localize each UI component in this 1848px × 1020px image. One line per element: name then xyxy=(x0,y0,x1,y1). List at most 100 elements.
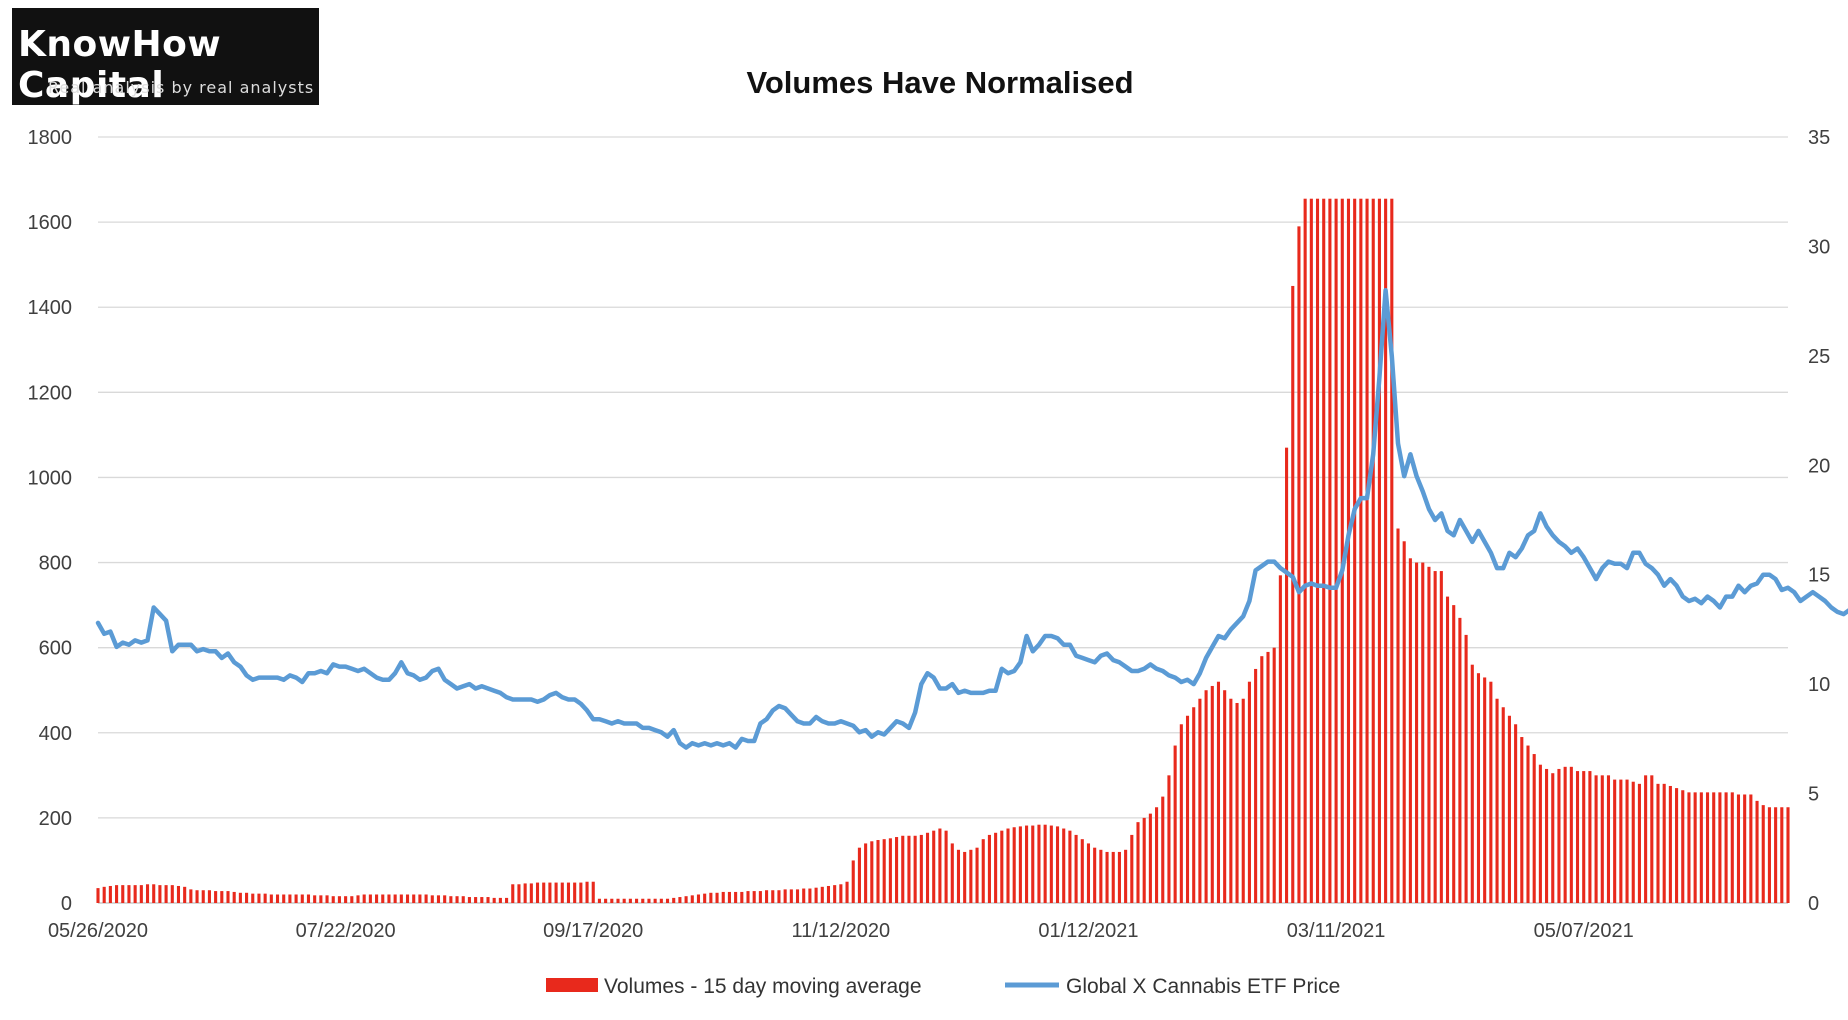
volume-bar xyxy=(758,891,762,903)
volume-bar xyxy=(585,881,589,903)
volume-bar xyxy=(919,834,923,903)
volume-bar xyxy=(511,884,515,903)
volume-bar xyxy=(1532,754,1536,903)
volume-bar xyxy=(696,894,701,903)
volume-bar xyxy=(412,894,416,903)
volume-bar xyxy=(1693,792,1697,903)
volume-bar xyxy=(300,894,304,903)
volume-bar xyxy=(1718,792,1722,903)
x-axis-ticks: 05/26/2020 07/22/2020 09/17/2020 11/12/2020… xyxy=(48,920,1634,942)
volume-bar xyxy=(1464,634,1468,903)
volume-bar xyxy=(1445,596,1450,903)
volume-bar xyxy=(610,898,614,903)
volume-bar xyxy=(1749,794,1753,903)
volume-bar xyxy=(350,896,354,903)
volume-bar xyxy=(932,830,936,903)
x-tick-label: 03/11/2021 xyxy=(1287,920,1386,942)
volume-bar xyxy=(1538,764,1542,903)
volume-bar xyxy=(833,885,837,903)
volume-bar xyxy=(709,892,713,903)
volume-bar xyxy=(1377,198,1381,903)
volume-bar xyxy=(1111,851,1115,903)
volume-bar xyxy=(96,888,100,903)
volume-bar xyxy=(1117,851,1121,903)
volume-bar xyxy=(207,890,211,903)
volume-bar xyxy=(1650,775,1654,903)
left-tick-label: 1600 xyxy=(28,212,73,234)
volume-bar xyxy=(913,835,917,903)
volume-bar xyxy=(950,843,954,903)
volume-bar xyxy=(152,884,156,903)
volume-bar xyxy=(1755,800,1759,903)
volume-bar xyxy=(313,895,317,903)
volume-bar xyxy=(1606,775,1611,903)
volume-bar xyxy=(474,897,478,903)
volume-bar xyxy=(1297,226,1301,903)
volume-bar xyxy=(1433,571,1437,903)
volume-bar xyxy=(529,883,533,903)
volume-bar xyxy=(591,881,595,903)
volume-bar xyxy=(876,840,880,903)
volume-bar xyxy=(269,894,273,903)
volume-bar xyxy=(1198,698,1202,903)
volume-bar xyxy=(282,894,286,903)
volume-bar xyxy=(1018,826,1022,903)
volume-bar xyxy=(1483,677,1487,903)
volume-bar xyxy=(1415,562,1419,903)
volume-bar xyxy=(238,892,242,903)
volume-bar xyxy=(987,834,991,903)
volume-bar xyxy=(1656,783,1660,903)
volume-bar xyxy=(1328,198,1332,903)
volume-bar xyxy=(944,830,948,903)
volume-bar xyxy=(1136,822,1140,903)
left-tick-label: 600 xyxy=(39,638,72,660)
volume-bar xyxy=(145,884,150,903)
right-tick-label: 10 xyxy=(1808,674,1830,696)
volume-bar xyxy=(127,885,131,903)
volume-bar xyxy=(1303,198,1307,903)
volume-bar xyxy=(344,896,348,903)
x-tick-label: 07/22/2020 xyxy=(296,920,396,942)
volume-bar xyxy=(170,885,174,903)
volume-bar xyxy=(542,882,546,903)
right-tick-label: 20 xyxy=(1808,455,1830,477)
volume-bar xyxy=(1625,779,1629,903)
volume-bar xyxy=(1278,575,1282,903)
volume-bar xyxy=(1185,715,1190,903)
volume-bar xyxy=(1291,285,1295,903)
volume-bar xyxy=(1476,673,1481,903)
volume-bar xyxy=(1743,794,1747,903)
volume-bar xyxy=(1105,851,1109,903)
volume-bar xyxy=(727,891,731,903)
volume-bar xyxy=(467,897,471,903)
volume-bar xyxy=(1229,698,1233,903)
volume-bar xyxy=(1662,783,1666,903)
volume-bar xyxy=(356,895,360,903)
volume-bar xyxy=(1668,785,1672,903)
volume-bar xyxy=(1712,792,1716,903)
volume-bar xyxy=(616,898,620,903)
volume-bar xyxy=(1594,775,1598,903)
volume-bar xyxy=(306,894,311,903)
volume-bar xyxy=(635,898,639,903)
legend-label-price: Global X Cannabis ETF Price xyxy=(1066,975,1340,998)
volume-bar xyxy=(275,894,280,903)
left-tick-label: 1000 xyxy=(28,467,73,489)
volume-bar xyxy=(331,896,335,903)
price-line-layer xyxy=(95,287,1848,750)
volume-bar xyxy=(1557,768,1561,903)
volume-bar xyxy=(1402,541,1406,903)
volume-bar xyxy=(1006,828,1010,903)
volume-bar xyxy=(139,885,143,903)
volume-bar xyxy=(164,885,168,903)
volume-bar xyxy=(226,891,230,903)
volume-bar xyxy=(1012,827,1016,903)
logo-tagline: Real analysis by real analysts xyxy=(48,78,315,97)
volume-bar xyxy=(789,889,793,903)
volume-bar xyxy=(715,892,719,903)
volume-bars xyxy=(96,198,1790,903)
volume-bar xyxy=(1359,198,1363,903)
volume-bar xyxy=(319,895,323,903)
volume-bar xyxy=(375,894,379,903)
volume-bar xyxy=(740,891,744,903)
